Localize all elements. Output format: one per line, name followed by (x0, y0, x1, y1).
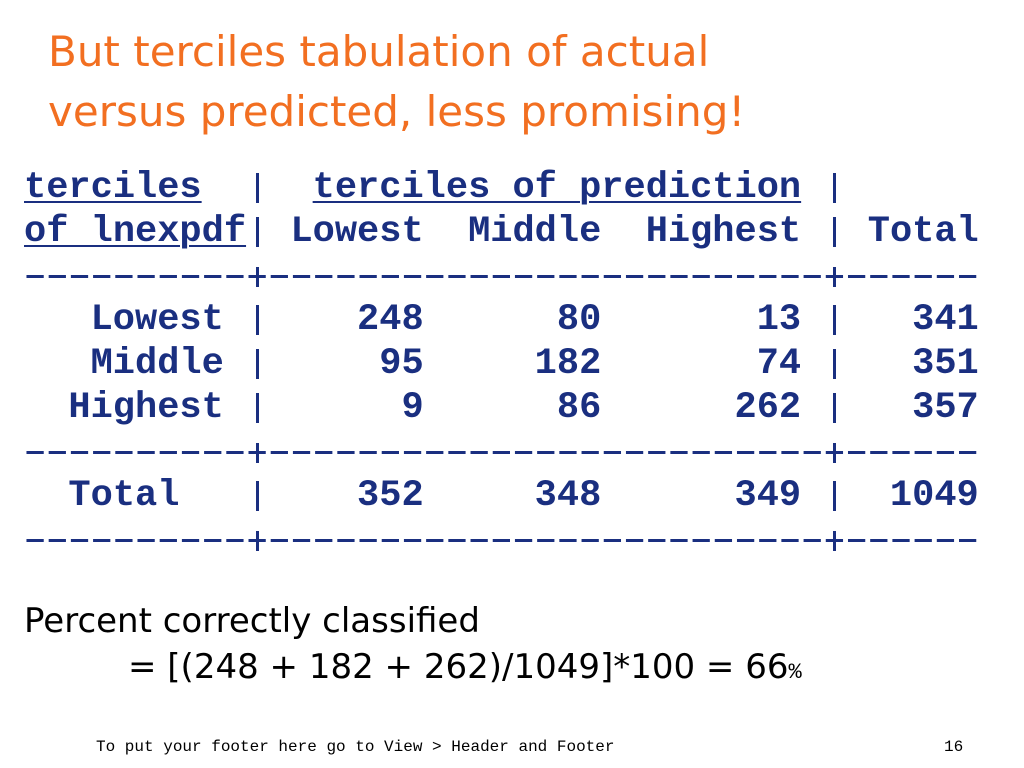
rule-line (24, 539, 979, 542)
row-variable: of lnexpdf (24, 211, 247, 253)
separator-bar (255, 393, 259, 423)
cell-value: 182 (534, 343, 602, 385)
formula-suffix: % (788, 660, 802, 685)
row-label: Lowest (90, 299, 224, 341)
separator-bar (255, 481, 259, 511)
cell-value: 9 (401, 387, 424, 429)
rule-cross (255, 443, 259, 463)
formula: = [(248 + 182 + 262)/1049]*100 = 66% (128, 644, 802, 696)
row-total: 341 (912, 299, 979, 341)
rule-line (24, 275, 979, 278)
row-label: Highest (68, 387, 224, 429)
footer-text: To put your footer here go to View > Hea… (96, 738, 615, 756)
row-label: Middle (90, 343, 224, 385)
rule-line (24, 451, 979, 454)
total-header: Total (867, 211, 979, 253)
rule-cross (255, 531, 259, 551)
column-header: Middle (468, 211, 602, 253)
cell-value: 262 (734, 387, 802, 429)
column-header: Highest (645, 211, 802, 253)
cell-value: 95 (379, 343, 424, 385)
separator-bar (832, 173, 836, 203)
title-line: But terciles tabulation of actual (48, 27, 710, 76)
column-total: 348 (534, 475, 602, 517)
tabulation: terciles of lnexpdf terciles of prediction… (24, 0, 1004, 580)
grand-total: 1049 (889, 475, 979, 517)
separator-bar (832, 305, 836, 335)
separator-bar (832, 217, 836, 247)
slide-title: But terciles tabulation of actual versus… (48, 22, 745, 142)
separator-bar (255, 305, 259, 335)
column-total: 349 (734, 475, 802, 517)
cell-value: 74 (756, 343, 802, 385)
rule-cross (832, 267, 836, 287)
column-variable: terciles of prediction (312, 167, 802, 209)
separator-bar (255, 173, 259, 203)
cell-value: 86 (556, 387, 602, 429)
title-line: versus predicted, less promising! (48, 87, 746, 136)
cell-value: 80 (556, 299, 602, 341)
formula-text: = [(248 + 182 + 262)/1049]*100 = 66 (128, 647, 789, 687)
page-number: 16 (944, 738, 964, 756)
rule-cross (255, 267, 259, 287)
row-total: 351 (912, 343, 979, 385)
separator-bar (255, 217, 259, 247)
row-total: 357 (912, 387, 979, 429)
total-label: Total (68, 475, 180, 517)
column-total: 352 (357, 475, 424, 517)
cell-value: 13 (756, 299, 802, 341)
note-text: Percent correctly classified (24, 601, 480, 641)
separator-bar (832, 349, 836, 379)
separator-bar (832, 481, 836, 511)
separator-bar (255, 349, 259, 379)
row-variable: terciles (24, 167, 202, 209)
rule-cross (832, 443, 836, 463)
column-header: Lowest (290, 211, 424, 253)
separator-bar (832, 393, 836, 423)
cell-value: 248 (357, 299, 424, 341)
rule-cross (832, 531, 836, 551)
